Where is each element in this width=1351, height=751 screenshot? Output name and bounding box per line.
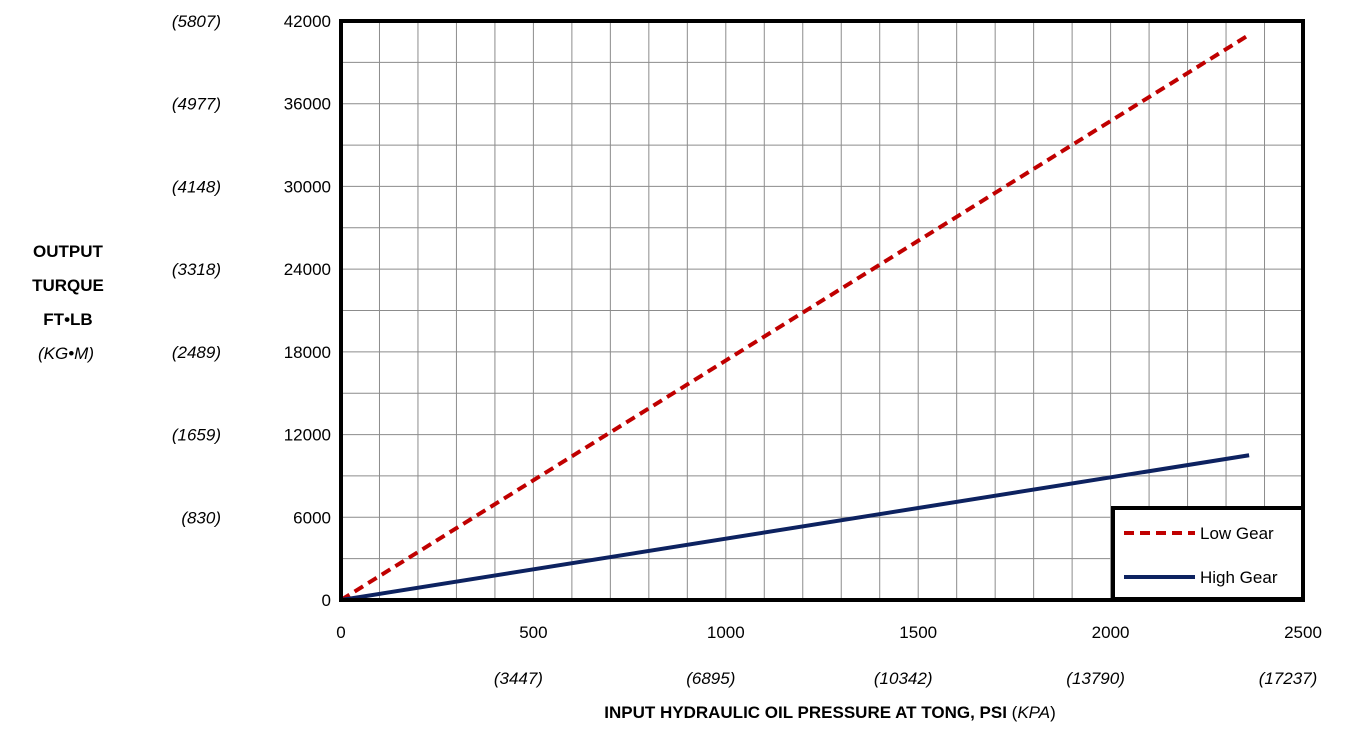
legend: Low Gear High Gear bbox=[1111, 506, 1305, 601]
plot-area-frame bbox=[339, 19, 1305, 602]
y-tick-label: 36000 bbox=[284, 95, 331, 114]
x-axis-title: INPUT HYDRAULIC OIL PRESSURE AT TONG, PS… bbox=[604, 703, 1056, 722]
x-tick-label-kpa: (3447) bbox=[494, 669, 543, 688]
y-axis-title-line4: (KG•M) bbox=[38, 344, 94, 363]
x-axis-title-paren-open: ( bbox=[1007, 703, 1018, 722]
y-tick-label: 0 bbox=[322, 591, 331, 610]
y-tick-label-kgm: (3318) bbox=[172, 260, 221, 279]
y-axis-title-line3: FT•LB bbox=[43, 310, 92, 329]
x-tick-label: 1500 bbox=[899, 623, 937, 642]
y-axis-title-line1: OUTPUT bbox=[33, 242, 104, 261]
y-tick-label: 6000 bbox=[293, 508, 331, 527]
y-tick-label: 12000 bbox=[284, 426, 331, 445]
tick-labels: 0 500 1000 1500 2000 2500 (3447) (6895) (10342) (… bbox=[172, 12, 1322, 688]
series-line-high-gear bbox=[340, 453, 1250, 602]
legend-box bbox=[1111, 506, 1305, 601]
y-tick-label-kgm: (4977) bbox=[172, 95, 221, 114]
x-axis-title-paren-close: ) bbox=[1050, 703, 1056, 722]
series-lines bbox=[339, 33, 1251, 602]
legend-label-high-gear: High Gear bbox=[1200, 568, 1278, 587]
series-line-low-gear bbox=[339, 33, 1251, 602]
x-axis-title-unit: KPA bbox=[1017, 703, 1050, 722]
x-tick-label: 2500 bbox=[1284, 623, 1322, 642]
x-tick-label-kpa: (13790) bbox=[1066, 669, 1125, 688]
y-tick-label: 24000 bbox=[284, 260, 331, 279]
x-axis-title-main: INPUT HYDRAULIC OIL PRESSURE AT TONG, PS… bbox=[604, 703, 1007, 722]
y-tick-label-kgm: (1659) bbox=[172, 426, 221, 445]
y-tick-label: 18000 bbox=[284, 343, 331, 362]
x-tick-label: 2000 bbox=[1092, 623, 1130, 642]
y-tick-label-kgm: (4148) bbox=[172, 177, 221, 196]
x-tick-label-kpa: (10342) bbox=[874, 669, 933, 688]
x-tick-label: 1000 bbox=[707, 623, 745, 642]
legend-label-low-gear: Low Gear bbox=[1200, 524, 1274, 543]
x-tick-label-kpa: (6895) bbox=[686, 669, 735, 688]
grid-lines bbox=[341, 21, 1303, 600]
y-tick-label-kgm: (830) bbox=[181, 508, 221, 527]
x-tick-label: 500 bbox=[519, 623, 547, 642]
y-tick-label-kgm: (5807) bbox=[172, 12, 221, 31]
y-axis-title-line2: TURQUE bbox=[32, 276, 104, 295]
x-tick-label-kpa: (17237) bbox=[1259, 669, 1318, 688]
y-tick-label: 42000 bbox=[284, 12, 331, 31]
y-tick-label-kgm: (2489) bbox=[172, 343, 221, 362]
x-tick-label: 0 bbox=[336, 623, 345, 642]
y-axis-title: OUTPUT TURQUE FT•LB (KG•M) bbox=[32, 242, 104, 363]
y-tick-label: 30000 bbox=[284, 177, 331, 196]
